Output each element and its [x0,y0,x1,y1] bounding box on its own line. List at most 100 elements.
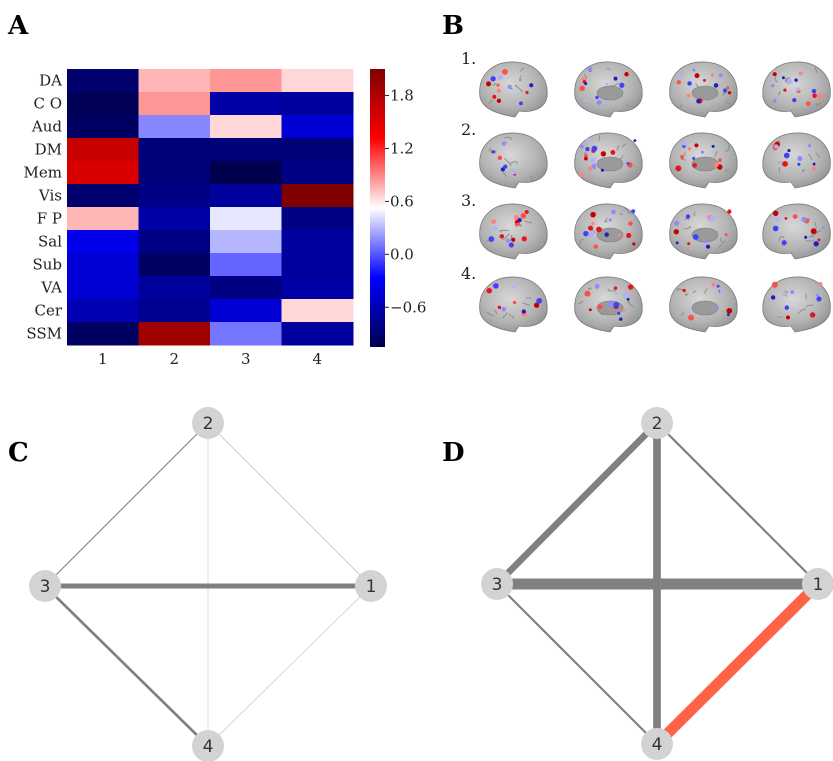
heatmap-cell-5-2 [210,184,282,208]
heatmap-cell-2-3 [281,115,354,139]
heatmap-cell-11-3 [281,322,354,346]
graph-node-1 [802,568,833,600]
brain-row-label: 3. [461,191,476,210]
brain-rendering-3-2 [574,203,643,260]
network-graph-c: 1 2 3 4 [29,407,387,761]
heatmap-cell-7-2 [210,230,282,254]
heatmap-cell-9-2 [210,276,282,300]
colorbar-tick-label: −0.6 [390,298,426,316]
panel-letter-d: D [442,438,465,468]
heatmap-cell-5-3 [281,184,354,208]
heatmap-row-label: C O [33,95,62,113]
heatmap-cell-4-0 [67,161,139,185]
graph-node-label: 1 [366,577,377,597]
heatmap-row-label: F P [37,210,62,228]
graph-node-label: 2 [203,414,214,434]
brain-rendering-2-1 [479,132,548,189]
colorbar-tick-label: 1.8 [390,86,414,104]
brain-row-label: 4. [461,264,476,283]
colorbar-gradient [370,69,385,347]
heatmap-cell-1-1 [138,92,211,116]
heatmap-cell-6-2 [210,207,282,231]
heatmap-cell-8-1 [138,253,211,277]
heatmap-cell-2-2 [210,115,282,139]
heatmap-cell-10-1 [138,299,211,323]
heatmap-cell-10-2 [210,299,282,323]
brain-row-label: 1. [461,49,476,68]
heatmap-row-label: Sal [38,233,62,251]
brain-rendering-1-4 [762,61,831,118]
graph-node-label: 1 [813,575,824,595]
brain-rendering-4-4 [762,276,831,333]
colorbar-tick-label: 1.2 [390,139,414,157]
graph-edge-1-4 [653,580,822,748]
graph-node-label: 4 [652,735,663,755]
heatmap-cell-9-0 [67,276,139,300]
brain-rendering-2-4 [762,132,831,189]
heatmap-cell-7-1 [138,230,211,254]
heatmap-cell-5-0 [67,184,139,208]
graph-node-2 [641,407,673,439]
brain-rendering-4-2 [574,276,643,333]
heatmap-row-label: Mem [24,164,62,182]
graph-edge-2-1 [207,422,372,587]
heatmap-cell-1-2 [210,92,282,116]
heatmap-row-label: Sub [32,256,62,274]
heatmap-column-label: 1 [98,350,108,368]
heatmap-cell-4-1 [138,161,211,185]
brain-rendering-4-1 [479,276,548,333]
graph-node-label: 2 [652,414,663,434]
heatmap-row-label: DA [39,72,62,90]
brain-rendering-1-2 [574,61,643,118]
heatmap-cell-1-3 [281,92,354,116]
colorbar-tick-label: 0.0 [390,245,414,263]
brain-rendering-3-1 [479,203,548,260]
heatmap-cell-11-1 [138,322,211,346]
brain-grid: 1. 2. 3. 4. [461,49,831,333]
graph-node-label: 3 [492,575,503,595]
heatmap-cell-0-1 [138,69,211,93]
heatmap-cell-2-0 [67,115,139,139]
brain-rendering-1-1 [479,61,548,118]
graph-edge-3-4 [44,585,209,747]
heatmap-cell-0-0 [67,69,139,93]
heatmap-cell-0-2 [210,69,282,93]
graph-node-4 [641,728,673,760]
heatmap-cell-7-3 [281,230,354,254]
heatmap-cell-3-3 [281,138,354,162]
graph-node-label: 4 [203,737,214,757]
heatmap: DA C O Aud DM Mem Vis F P Sal Sub VA Cer SSM 1 2 3 4 [24,69,354,368]
heatmap-cell-10-3 [281,299,354,323]
heatmap-row-label: DM [35,141,62,159]
brain-rendering-2-3 [669,132,738,189]
heatmap-row-label: Vis [38,187,62,205]
heatmap-column-label: 2 [169,350,179,368]
brain-rendering-2-2 [574,132,643,189]
brain-rendering-4-3 [669,276,738,333]
heatmap-row-label: Cer [34,302,62,320]
brain-row-label: 2. [461,120,476,139]
heatmap-cell-0-3 [281,69,354,93]
brain-rendering-3-4 [762,203,831,260]
heatmap-column-label: 4 [312,350,322,368]
colorbar-tick-label: 0.6 [390,192,414,210]
graph-edge-3-4 [496,583,658,745]
heatmap-row-label: SSM [26,325,62,343]
graph-node-4 [192,730,224,761]
heatmap-cell-9-1 [138,276,211,300]
graph-node-label: 3 [40,577,51,597]
graph-edge-1-4 [207,585,372,747]
heatmap-cell-11-2 [210,322,282,346]
heatmap-cell-8-0 [67,253,139,277]
heatmap-cell-6-3 [281,207,354,231]
graph-node-3 [29,570,61,602]
graph-edge-2-1 [656,422,819,585]
network-graph-d: 1 2 3 4 [481,407,833,760]
heatmap-cell-2-1 [138,115,211,139]
brain-rendering-1-3 [669,61,738,118]
heatmap-row-label: Aud [31,118,62,136]
heatmap-cell-7-0 [67,230,139,254]
heatmap-cell-3-1 [138,138,211,162]
heatmap-row-label: VA [40,279,62,297]
